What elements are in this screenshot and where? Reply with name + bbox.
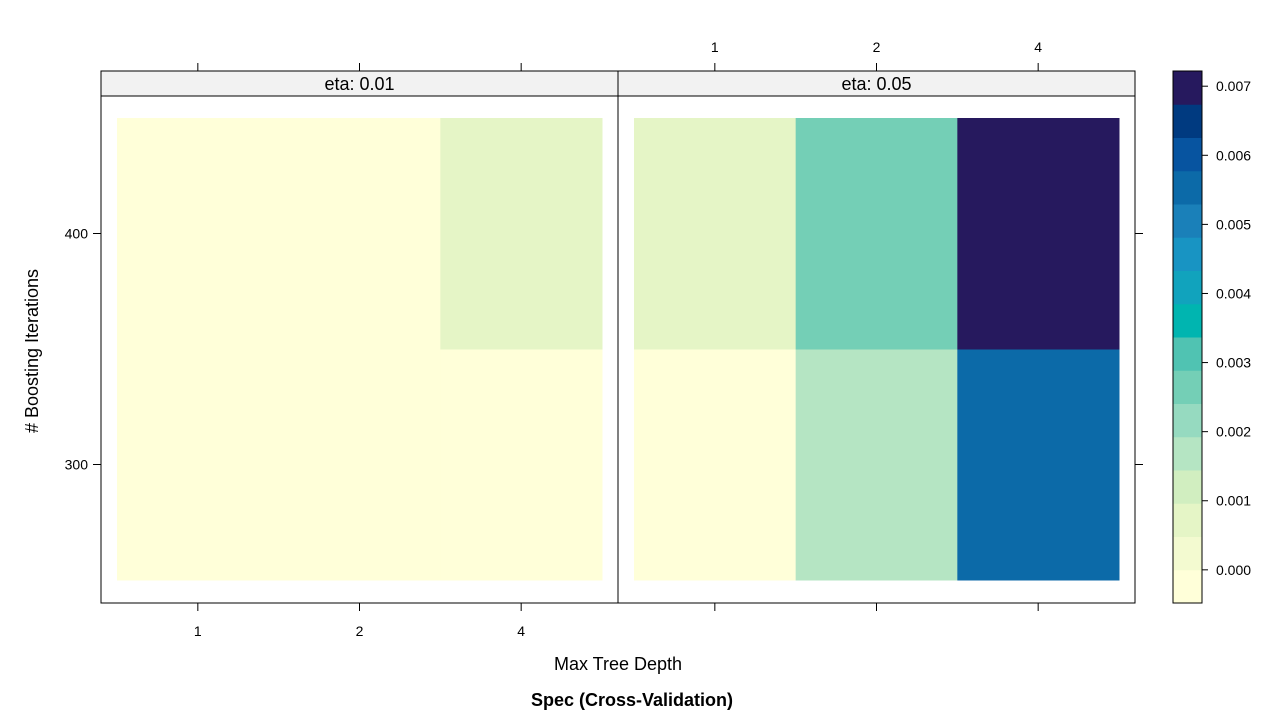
colorbar-tick-label: 0.004 — [1216, 285, 1251, 301]
heatmap-cell — [440, 349, 603, 581]
colorbar-swatch — [1173, 204, 1202, 238]
colorbar-swatch — [1173, 170, 1202, 205]
heatmap-cell — [795, 118, 958, 350]
panel-1: eta: 0.05 — [617, 70, 1136, 604]
x-tick-label: 2 — [356, 623, 364, 639]
colorbar-swatch — [1173, 71, 1202, 105]
x-tick-label: 2 — [873, 39, 881, 55]
colorbar-tick-label: 0.007 — [1216, 78, 1251, 94]
colorbar-tick-label: 0.003 — [1216, 355, 1251, 371]
colorbar-tick-label: 0.000 — [1216, 562, 1251, 578]
heatmap-cell — [278, 118, 441, 350]
y-axis-label: # Boosting Iterations — [22, 269, 42, 433]
colorbar-tick-label: 0.005 — [1216, 216, 1251, 232]
colorbar: 0.000 0.001 0.002 0.003 0.004 0.005 0.006 0.007 — [1172, 70, 1251, 604]
panel-strip-label: eta: 0.05 — [841, 74, 911, 94]
axes: 1 2 4 1 2 4 300 400 — [65, 39, 1143, 639]
colorbar-tick-label: 0.006 — [1216, 147, 1251, 163]
colorbar-tick-label: 0.001 — [1216, 493, 1251, 509]
x-tick-label: 4 — [1034, 39, 1042, 55]
panel-strip-label: eta: 0.01 — [324, 74, 394, 94]
chart-title: Spec (Cross-Validation) — [531, 690, 733, 710]
x-tick-label: 1 — [194, 623, 202, 639]
colorbar-swatch — [1173, 104, 1202, 138]
colorbar-swatch — [1173, 503, 1202, 537]
heatmap-cell — [957, 118, 1120, 350]
x-tick-label: 1 — [711, 39, 719, 55]
heatmap-cell — [957, 349, 1120, 581]
y-tick-label: 300 — [65, 457, 89, 473]
colorbar-swatch — [1173, 270, 1202, 305]
colorbar-swatch — [1173, 303, 1202, 338]
colorbar-border — [1172, 70, 1203, 604]
colorbar-tick-label: 0.002 — [1216, 424, 1251, 440]
heatmap-cell — [634, 118, 797, 350]
heatmap-cell — [440, 118, 603, 350]
colorbar-swatch — [1173, 569, 1202, 604]
heatmap-cell — [117, 349, 280, 581]
colorbar-swatch — [1173, 403, 1202, 438]
panel-0: eta: 0.01 — [100, 70, 619, 604]
colorbar-swatch — [1173, 470, 1202, 504]
heatmap-cell — [117, 118, 280, 350]
colorbar-swatch — [1173, 370, 1202, 404]
panels: eta: 0.01 eta: 0.05 — [100, 70, 1136, 604]
x-axis-label: Max Tree Depth — [554, 654, 682, 674]
heatmap-cell — [278, 349, 441, 581]
panel-strip — [100, 70, 619, 97]
x-tick-label: 4 — [517, 623, 525, 639]
panel-strip — [617, 70, 1136, 97]
colorbar-swatch — [1173, 536, 1202, 571]
heatmap-cell — [795, 349, 958, 581]
colorbar-swatch — [1173, 436, 1202, 471]
colorbar-swatch — [1173, 337, 1202, 371]
heatmap-cell — [634, 349, 797, 581]
y-tick-label: 400 — [65, 226, 89, 242]
colorbar-swatch — [1173, 237, 1202, 271]
colorbar-swatch — [1173, 137, 1202, 172]
